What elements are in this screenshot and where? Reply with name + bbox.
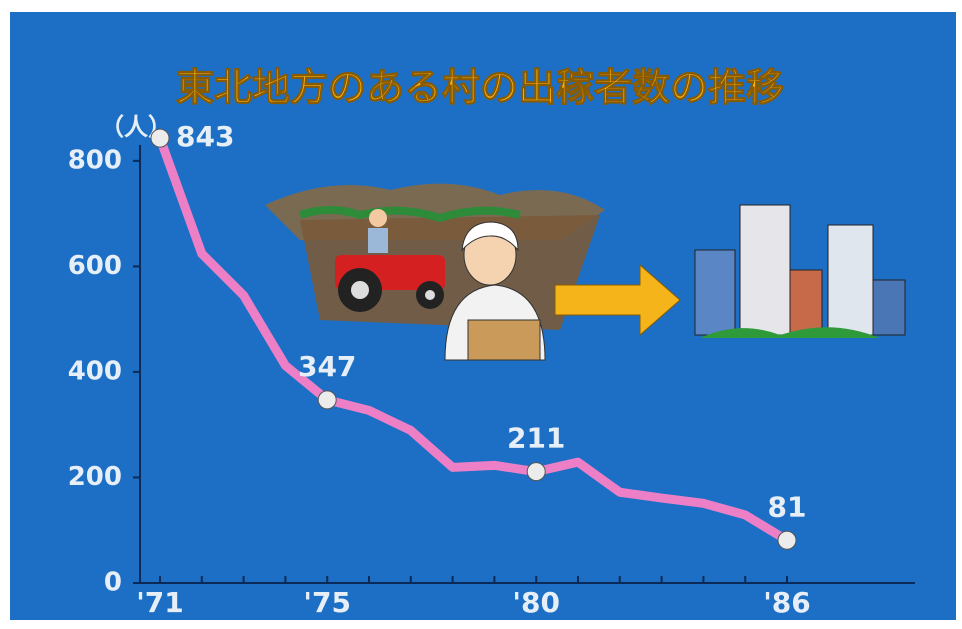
buildings [694,204,906,338]
y-tick-label: 0 [104,568,122,598]
y-tick-label: 200 [68,462,122,492]
y-tick-label: 400 [68,356,122,386]
y-tick-label: 600 [68,251,122,281]
chart-title: 東北地方のある村の出稼者数の推移 [176,66,784,110]
arrow [554,263,681,337]
x-tick-label: '71 [136,586,184,619]
data-label: 347 [298,350,356,383]
data-label: 81 [768,490,807,523]
x-tick-label: '80 [512,586,560,619]
x-tick-label: '75 [303,586,351,619]
line [155,133,792,545]
point-marker [150,128,170,148]
illustration [265,183,906,361]
data-label: 843 [176,120,234,153]
y-tick-label: 800 [68,145,122,175]
data-label: 211 [507,422,565,455]
point-marker [777,530,797,550]
x-tick-label: '86 [763,586,811,619]
point-marker [317,390,337,410]
point-marker [526,462,546,482]
